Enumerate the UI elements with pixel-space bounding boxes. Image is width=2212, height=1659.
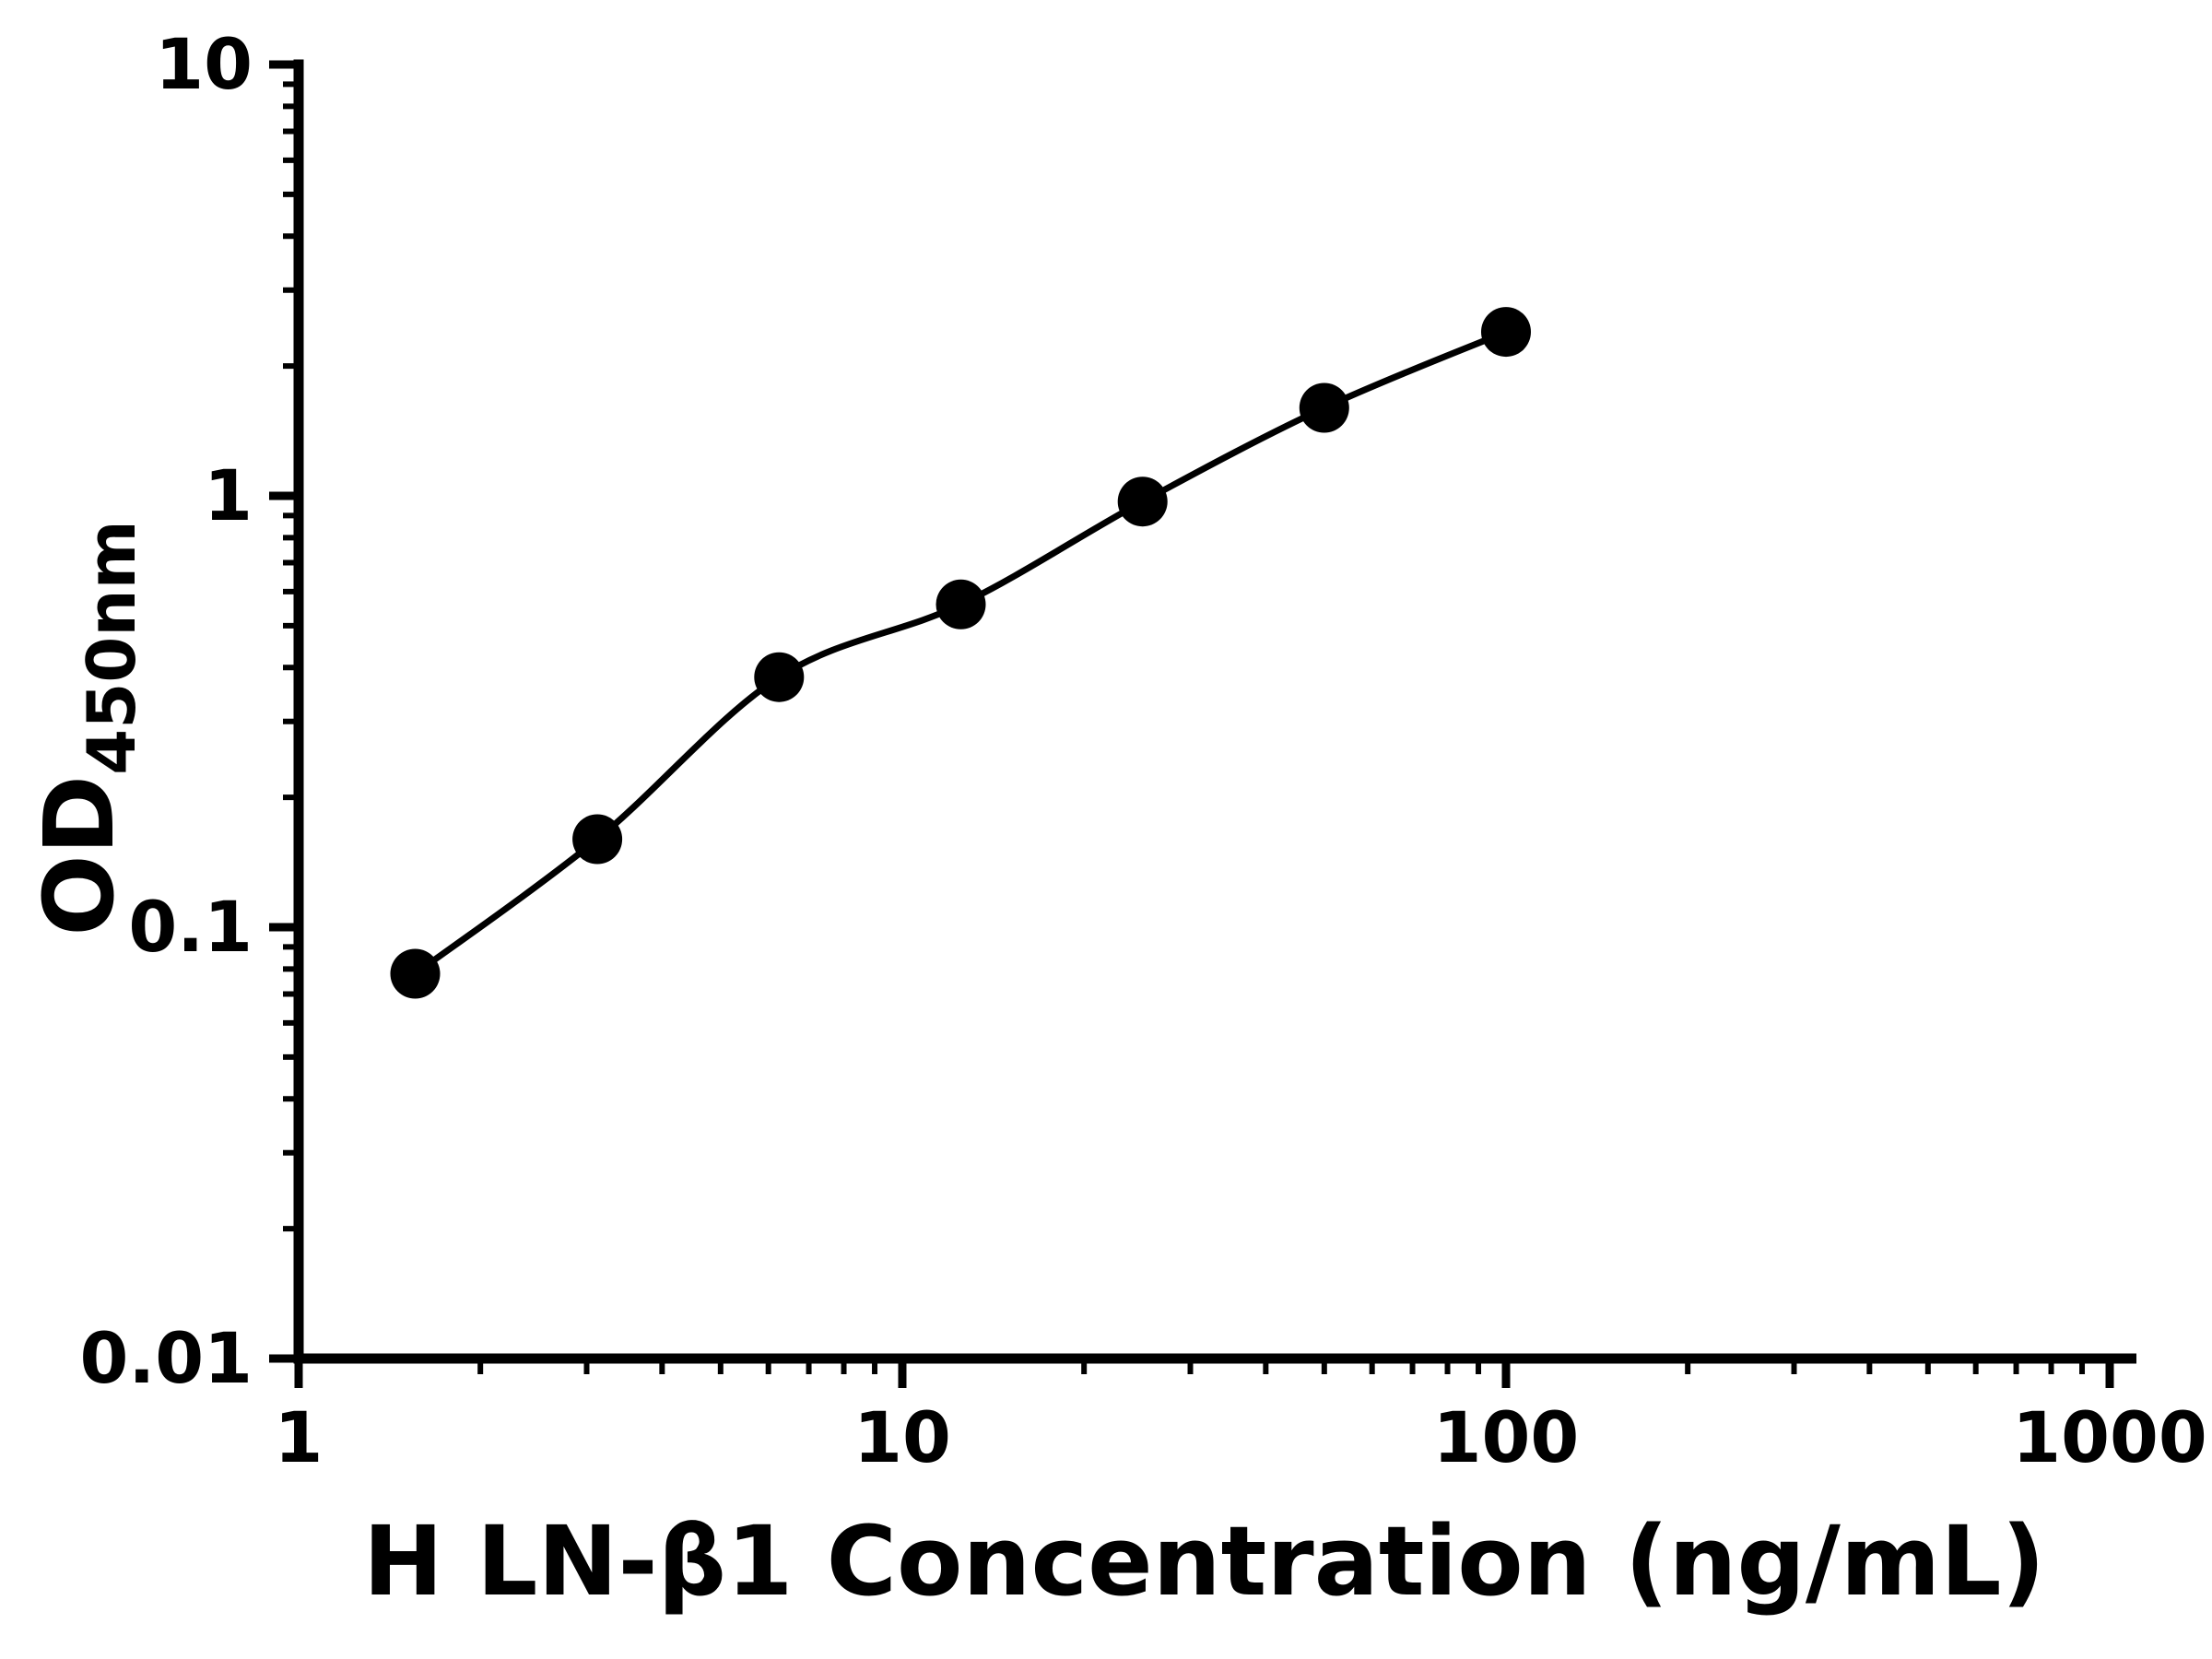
data-point-marker [572,814,623,865]
x-tick-label: 100 [1433,1396,1580,1478]
y-axis-title-main: OD [23,775,135,936]
y-axis-title: OD450nm [23,520,150,935]
data-point-marker [1299,382,1349,433]
y-tick-label: 1 [204,454,253,536]
y-tick-label: 0.01 [79,1317,253,1399]
data-point-marker [1117,477,1168,527]
x-tick-label: 1 [275,1396,324,1478]
data-point-marker [1481,307,1531,358]
y-axis-title-subscript: 450nm [73,520,150,775]
x-axis-title: H LN-β1 Concentration (ng/mL) [363,1505,2045,1618]
y-tick-label: 10 [155,23,253,105]
data-point-marker [935,579,986,629]
x-tick-label: 10 [853,1396,951,1478]
y-tick-label: 0.1 [128,886,253,968]
data-point-marker [390,948,441,999]
x-tick-label: 1000 [2012,1396,2207,1478]
data-point-marker [754,652,805,702]
